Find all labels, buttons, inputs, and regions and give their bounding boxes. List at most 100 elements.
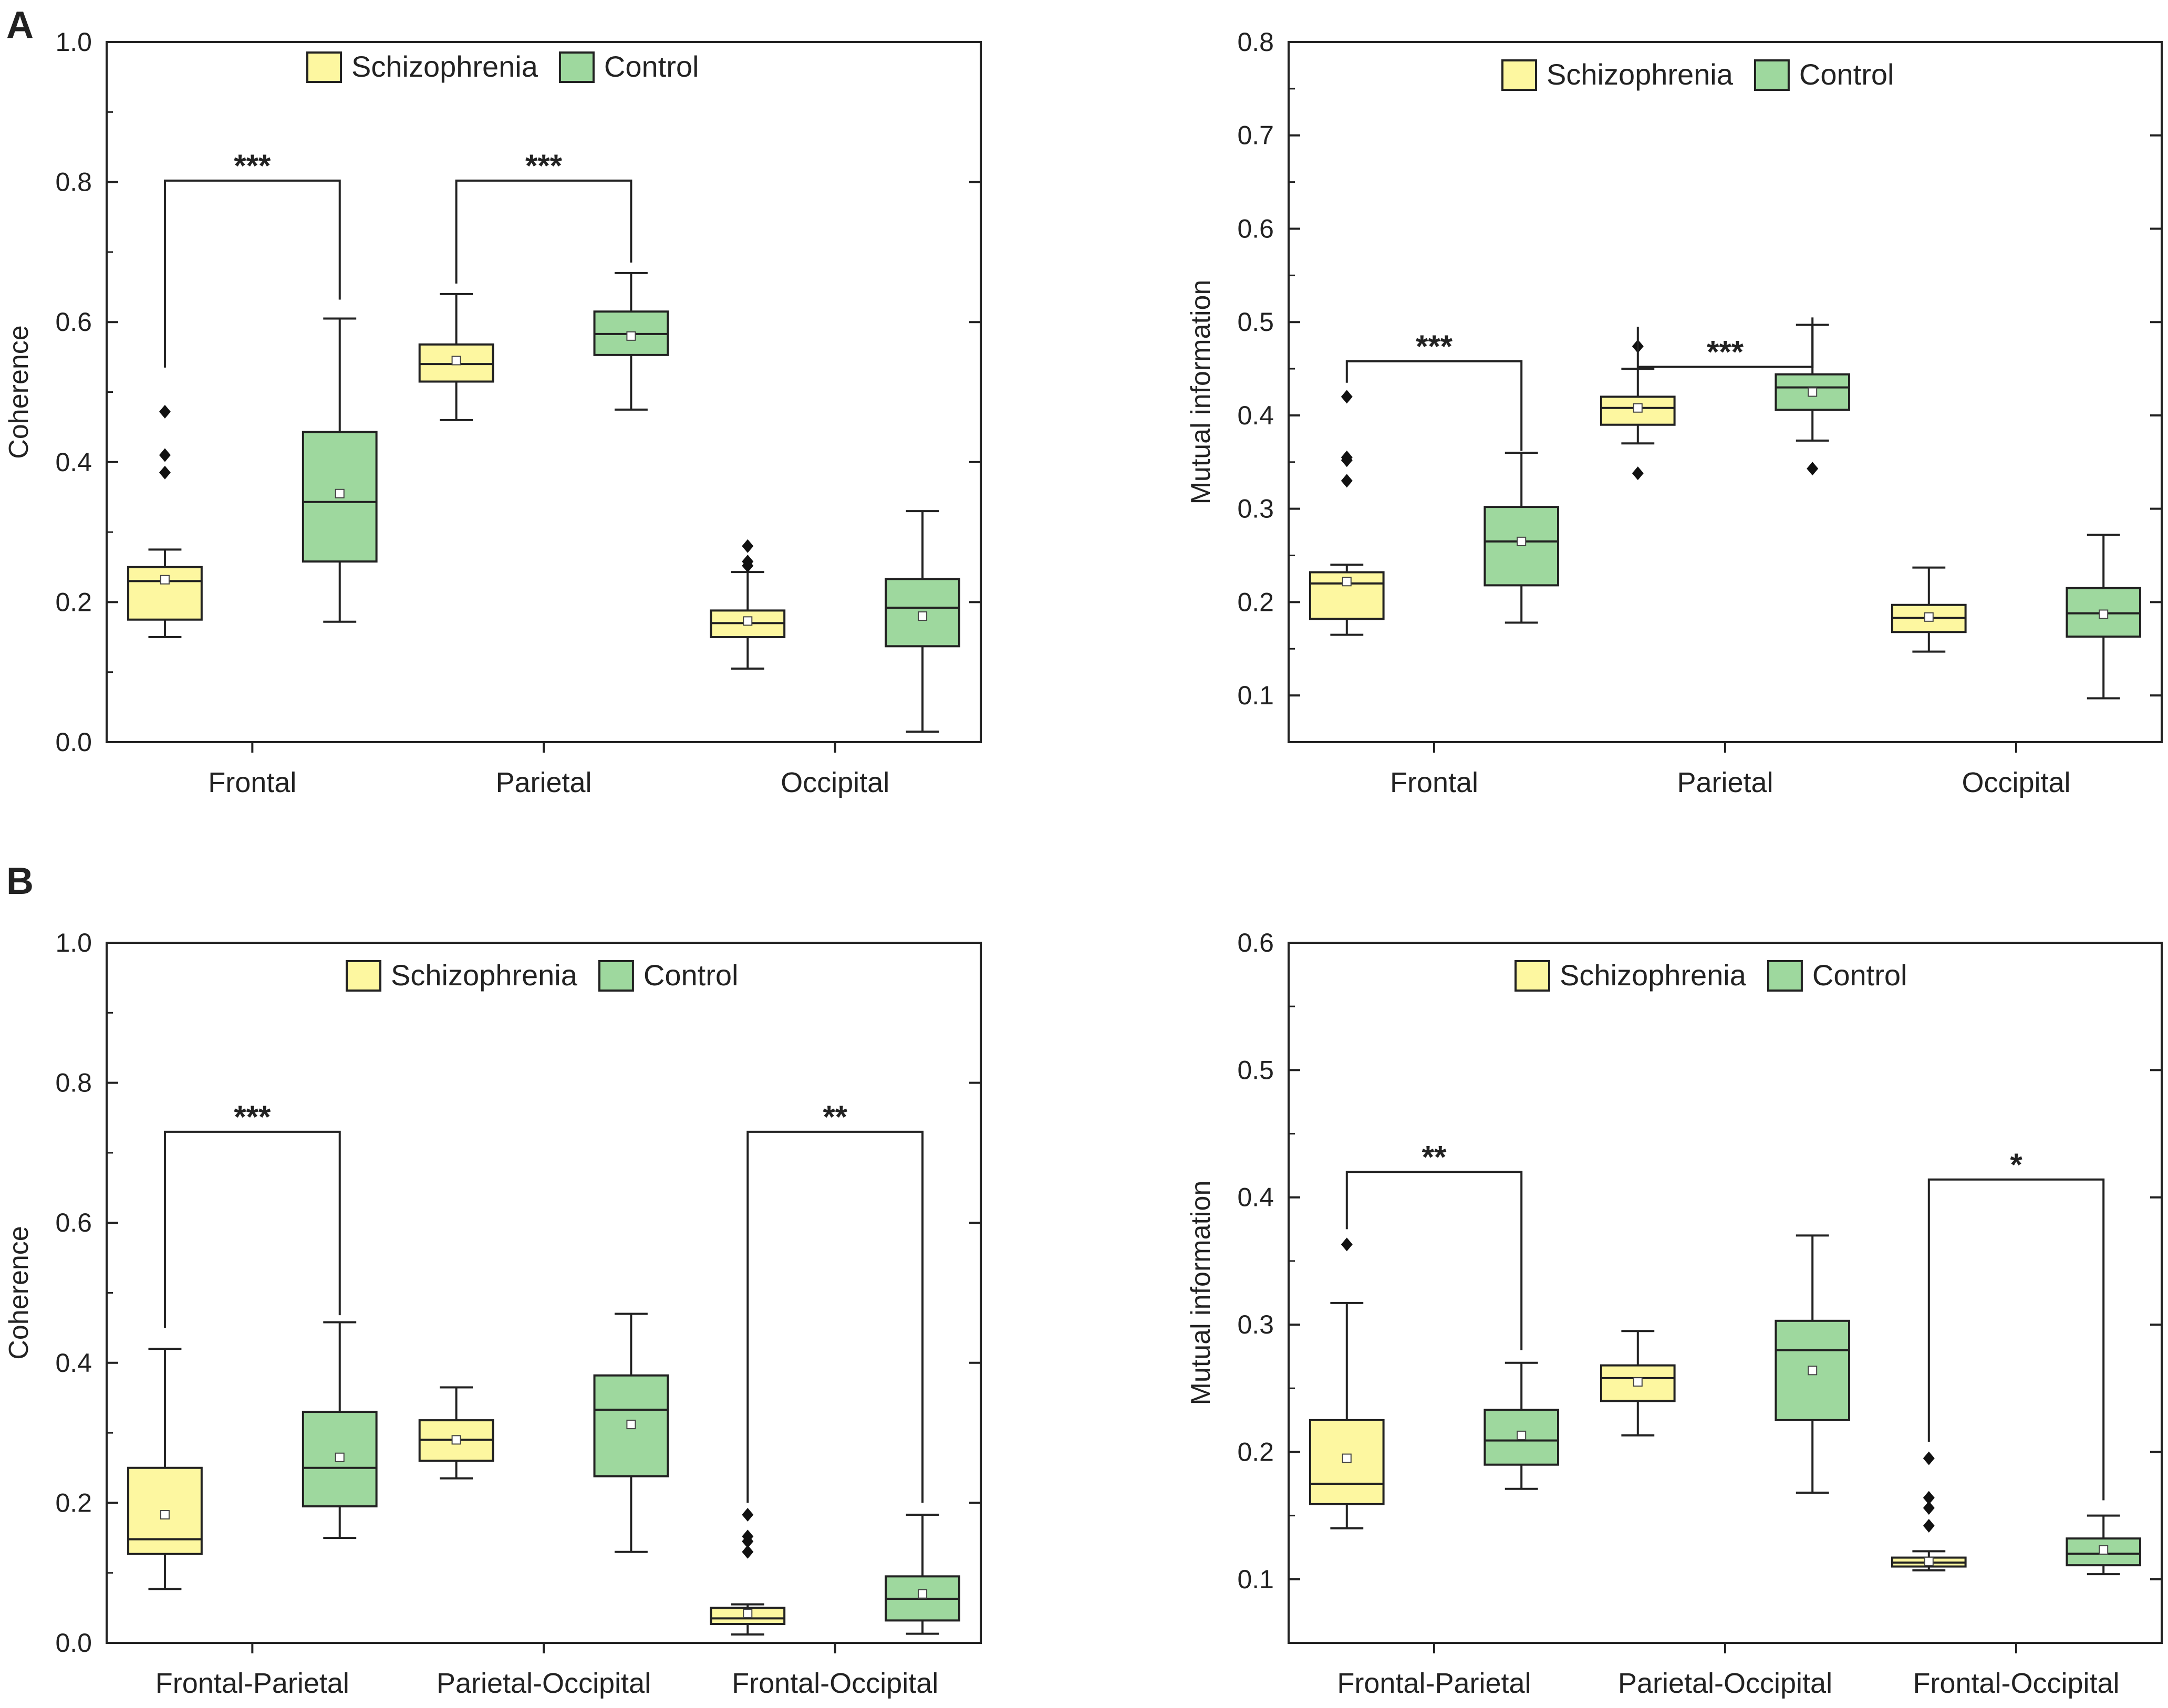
box-schizophrenia-frontal-parietal xyxy=(127,1348,203,1590)
outlier-point xyxy=(742,1508,754,1522)
y-tick-label: 0.6 xyxy=(1237,214,1274,243)
significance-label: *** xyxy=(234,1099,271,1134)
mean-marker xyxy=(1517,536,1527,546)
outlier-point xyxy=(159,465,171,480)
y-tick-label: 0.2 xyxy=(1237,587,1274,617)
x-category-label: Frontal-Parietal xyxy=(1337,1668,1531,1699)
outlier-point xyxy=(1341,450,1353,464)
x-category-label: Frontal xyxy=(1390,767,1478,798)
x-category-label: Frontal-Occipital xyxy=(732,1668,938,1699)
legend-swatch-control xyxy=(558,51,595,83)
significance-label: ** xyxy=(1422,1139,1447,1174)
y-tick-label: 0.4 xyxy=(55,447,92,477)
outlier-point xyxy=(159,448,171,462)
y-tick-label: 0.2 xyxy=(55,587,92,617)
box-control-frontal-parietal xyxy=(302,1321,378,1539)
mean-marker xyxy=(1342,1453,1352,1463)
box-control-parietal-occipital xyxy=(1775,1234,1851,1494)
box-schizophrenia-parietal xyxy=(418,293,494,421)
panel-letter-a: A xyxy=(6,4,34,46)
legend-swatch-control xyxy=(1754,59,1790,91)
outlier-point xyxy=(1341,390,1353,404)
x-category-label: Occipital xyxy=(781,767,889,798)
box-schizophrenia-frontal-parietal xyxy=(1309,1237,1385,1529)
x-category-label: Parietal-Occipital xyxy=(1618,1668,1832,1699)
chart-4: 0.1 0.2 0.3 0.4 0.5 0.6 Mutual information Fron… xyxy=(1186,928,2163,1699)
mean-marker xyxy=(743,1609,753,1619)
chart-2: 0.1 0.2 0.3 0.4 0.5 0.6 0.7 0.8 Mutual informati… xyxy=(1186,27,2163,798)
significance-label: *** xyxy=(1416,329,1453,364)
significance-bracket xyxy=(455,179,632,284)
legend-label-control: Control xyxy=(604,50,699,83)
mean-marker xyxy=(2099,609,2109,619)
legend-label-schizophrenia: Schizophrenia xyxy=(391,959,578,992)
legend-label-control: Control xyxy=(1799,58,1894,91)
x-category-label: Frontal xyxy=(208,767,296,798)
mean-marker xyxy=(2099,1545,2109,1555)
x-category-label: Frontal-Occipital xyxy=(1913,1668,2119,1699)
outlier-point xyxy=(1923,1501,1935,1515)
mean-marker xyxy=(1924,1556,1934,1566)
significance-label: ** xyxy=(823,1099,847,1134)
y-tick-label: 0.0 xyxy=(55,1628,92,1658)
mean-marker xyxy=(1517,1430,1527,1440)
box-control-parietal-occipital xyxy=(593,1313,669,1553)
y-tick-label: 0.5 xyxy=(1237,307,1274,337)
mean-marker xyxy=(1342,577,1352,587)
mean-marker xyxy=(626,331,636,341)
mean-marker xyxy=(918,1589,928,1599)
mean-marker xyxy=(451,356,461,366)
mean-marker xyxy=(160,1510,170,1520)
significance-bracket xyxy=(163,1130,341,1328)
y-tick-label: 0.6 xyxy=(55,307,92,337)
legend-label-schizophrenia: Schizophrenia xyxy=(1547,58,1734,91)
box-schizophrenia-frontal-occipital xyxy=(1891,1451,1967,1571)
y-tick-label: 0.7 xyxy=(1237,121,1274,150)
legend-swatch-schizophrenia xyxy=(1501,59,1537,91)
box-schizophrenia-occipital xyxy=(1891,566,1967,653)
legend-swatch-schizophrenia xyxy=(346,960,381,992)
box-schizophrenia-parietal-occipital xyxy=(1600,1330,1676,1436)
mean-marker xyxy=(743,616,753,626)
significance-bracket xyxy=(1345,360,1523,451)
y-axis-title: Mutual information xyxy=(1186,1181,1216,1405)
box-schizophrenia-frontal-occipital xyxy=(710,1508,786,1636)
legend-swatch-control xyxy=(598,960,634,992)
box-schizophrenia-parietal-occipital xyxy=(418,1386,494,1480)
outlier-point xyxy=(742,1529,754,1544)
significance-bracket xyxy=(1636,317,1814,368)
y-tick-label: 0.1 xyxy=(1237,681,1274,710)
box-body xyxy=(1775,373,1851,411)
box-control-parietal xyxy=(593,272,669,411)
mean-marker xyxy=(1808,1366,1818,1376)
outlier-point xyxy=(1341,474,1353,488)
x-category-label: Frontal-Parietal xyxy=(155,1668,349,1699)
legend-label-schizophrenia: Schizophrenia xyxy=(1560,959,1747,992)
y-tick-label: 0.4 xyxy=(1237,1183,1274,1212)
y-axis-title: Coherence xyxy=(4,325,34,459)
box-schizophrenia-frontal xyxy=(127,404,203,639)
x-category-label: Parietal-Occipital xyxy=(437,1668,651,1699)
y-tick-label: 0.4 xyxy=(1237,401,1274,430)
y-tick-label: 0.1 xyxy=(1237,1565,1274,1594)
significance-label: * xyxy=(2010,1147,2022,1182)
y-tick-label: 0.6 xyxy=(55,1208,92,1237)
outlier-point xyxy=(1341,1237,1353,1252)
x-category-label: Occipital xyxy=(1962,767,2070,798)
y-tick-label: 0.2 xyxy=(55,1488,92,1517)
y-tick-label: 0.0 xyxy=(55,727,92,757)
box-control-frontal xyxy=(1484,452,1560,624)
mean-marker xyxy=(335,488,345,498)
outlier-point xyxy=(742,555,754,569)
significance-label: *** xyxy=(234,148,271,183)
y-tick-label: 0.8 xyxy=(1237,27,1274,57)
mean-marker xyxy=(1808,387,1818,397)
mean-marker xyxy=(1633,1377,1643,1387)
significance-bracket xyxy=(1927,1178,2105,1501)
significance-bracket xyxy=(746,1130,924,1503)
box-control-occipital xyxy=(885,510,960,733)
significance-bracket xyxy=(163,179,341,368)
y-tick-label: 0.4 xyxy=(55,1348,92,1378)
mean-marker xyxy=(918,611,928,621)
